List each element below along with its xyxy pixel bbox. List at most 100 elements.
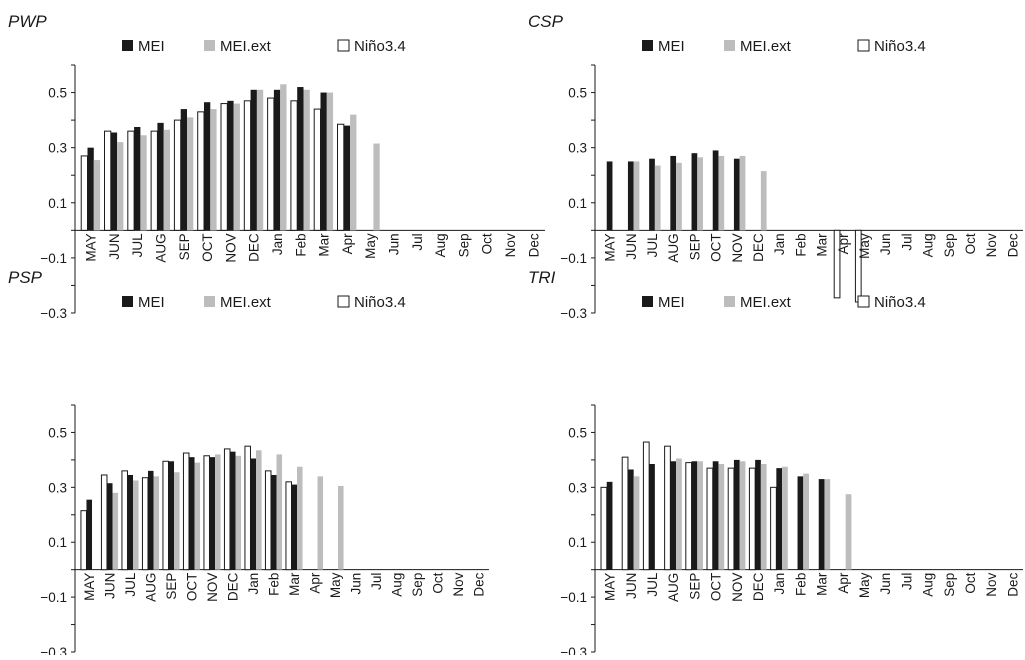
bar-mei-ext-may xyxy=(373,143,380,231)
x-tick-label: Nov xyxy=(984,233,999,257)
y-tick-label: 0.1 xyxy=(568,196,587,211)
y-tick-label: −0.3 xyxy=(40,645,67,655)
bar-mei-dec xyxy=(229,451,236,570)
x-tick-label: Jul xyxy=(899,233,914,250)
x-tick-label: JUL xyxy=(645,572,660,596)
x-tick-label: Sep xyxy=(410,573,425,597)
x-tick-label: Feb xyxy=(793,233,808,256)
panel-pwp: PWP MEI MEI.ext Niño3.4 0.5 0.3 0.1 −0.1 −0.3 MAY… xyxy=(8,12,545,321)
bar-ni-o3-4-jan xyxy=(244,445,251,571)
bar-ni-o3-4-may xyxy=(80,510,87,571)
x-tick-label: NOV xyxy=(730,573,745,602)
bar-mei-ext-jun xyxy=(112,492,119,570)
bar-ni-o3-4-aug xyxy=(150,130,158,231)
y-tick-label: −0.1 xyxy=(560,590,587,605)
bar-mei-mar xyxy=(320,92,327,231)
x-tick-label: Sep xyxy=(456,233,471,257)
x-tick-label: SEP xyxy=(687,233,702,260)
bar-ni-o3-4-jul xyxy=(642,441,650,571)
bar-mei-jul xyxy=(134,127,141,231)
x-tick-label: Aug xyxy=(921,573,936,597)
bar-mei-feb xyxy=(270,474,277,570)
x-tick-label: NOV xyxy=(730,233,745,262)
x-tick-label: May xyxy=(328,572,343,598)
bar-mei-may xyxy=(606,161,613,231)
x-tick-label: Oct xyxy=(480,233,495,254)
bar-mei-nov xyxy=(209,457,216,570)
x-tick-label: Jan xyxy=(772,573,787,595)
bar-mei-ext-jul xyxy=(140,135,147,231)
bar-mei-ext-jan xyxy=(256,450,262,570)
x-tick-label: DEC xyxy=(751,233,766,262)
x-tick-label: Jun xyxy=(387,233,402,255)
x-tick-label: Mar xyxy=(815,233,830,257)
bar-ni-o3-4-may xyxy=(600,486,608,571)
bar-ni-o3-4-dec xyxy=(243,100,252,231)
x-tick-label: Sep xyxy=(942,573,957,597)
bar-ni-o3-4-jun xyxy=(100,474,108,571)
legend-label-mei: MEI xyxy=(658,38,685,55)
x-tick-label: Jun xyxy=(878,573,893,595)
x-tick-label: Jan xyxy=(270,233,285,255)
legend-label-mei-ext: MEI.ext xyxy=(220,38,272,55)
bar-mei-ext-apr xyxy=(845,494,852,570)
legend-swatch-mei-ext xyxy=(724,40,735,51)
bar-mei-apr xyxy=(343,125,351,231)
x-tick-label: Sep xyxy=(942,233,957,257)
x-tick-label: SEP xyxy=(164,573,179,600)
bar-ni-o3-4-dec xyxy=(223,448,231,571)
bar-mei-ext-aug xyxy=(676,458,682,570)
bar-mei-ext-dec xyxy=(760,171,767,231)
bar-mei-oct xyxy=(188,457,195,570)
bar-mei-may xyxy=(86,499,93,570)
bar-mei-ext-oct xyxy=(210,109,217,231)
x-tick-label: Mar xyxy=(815,572,830,596)
bar-mei-oct xyxy=(204,102,211,231)
bar-mei-jul xyxy=(649,464,655,570)
bar-mei-sep xyxy=(180,109,187,231)
legend-label-mei-ext: MEI.ext xyxy=(740,294,792,311)
bar-ni-o3-4-aug xyxy=(141,477,149,571)
x-tick-label: Dec xyxy=(472,572,487,596)
y-tick-label: 0.1 xyxy=(568,535,587,550)
bar-mei-mar xyxy=(818,479,825,570)
x-tick-label: MAY xyxy=(603,233,618,261)
bar-mei-ext-sep xyxy=(697,157,703,231)
y-tick-label: 0.3 xyxy=(48,480,67,495)
bar-ni-o3-4-nov xyxy=(203,455,210,571)
x-tick-label: OCT xyxy=(200,233,215,261)
x-tick-label: Jul xyxy=(899,573,914,590)
bar-mei-ext-nov xyxy=(233,103,240,231)
bar-ni-o3-4-sep xyxy=(685,462,693,571)
bar-mei-ext-mar xyxy=(824,479,831,570)
bar-mei-jun xyxy=(627,161,634,231)
x-tick-label: Oct xyxy=(963,233,978,254)
x-tick-label: JUN xyxy=(624,233,639,259)
bar-mei-ext-mar xyxy=(326,92,334,231)
bar-mei-nov xyxy=(227,100,234,231)
legend-label-mei: MEI xyxy=(658,294,685,311)
bar-mei-jun xyxy=(627,469,634,570)
bar-ni-o3-4-feb xyxy=(264,470,272,571)
bar-mei-oct xyxy=(712,150,719,231)
bar-ni-o3-4-dec xyxy=(748,467,756,571)
bar-mei-jan xyxy=(776,468,783,570)
x-tick-label: SEP xyxy=(687,573,702,600)
legend-label-mei-ext: MEI.ext xyxy=(220,294,272,311)
bar-mei-sep xyxy=(691,461,698,570)
x-tick-label: Apr xyxy=(308,572,323,594)
bar-mei-ext-feb xyxy=(803,473,809,570)
x-tick-label: Feb xyxy=(267,573,282,596)
x-tick-label: JUN xyxy=(103,573,118,599)
x-tick-label: Nov xyxy=(451,572,466,596)
bar-ni-o3-4-may xyxy=(80,155,89,231)
x-tick-label: May xyxy=(857,233,872,259)
x-tick-label: Aug xyxy=(390,573,405,597)
x-tick-label: MAY xyxy=(82,573,97,601)
bar-mei-ext-mar xyxy=(297,466,303,570)
bar-mei-oct xyxy=(712,461,719,570)
bar-mei-aug xyxy=(670,155,677,231)
x-tick-label: Feb xyxy=(793,573,808,596)
x-tick-label: Nov xyxy=(503,233,518,257)
x-tick-label: OCT xyxy=(709,233,724,261)
